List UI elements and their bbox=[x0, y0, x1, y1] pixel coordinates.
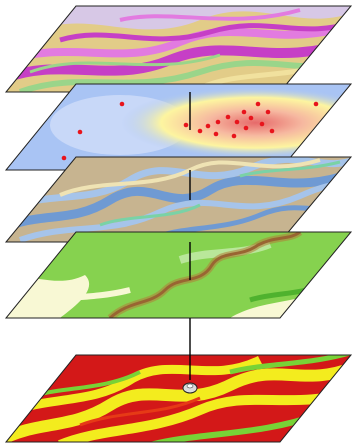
connector-pin-icon bbox=[182, 382, 198, 394]
event-marker bbox=[77, 129, 83, 135]
layer-connector bbox=[182, 92, 198, 394]
event-marker bbox=[243, 125, 249, 131]
event-marker bbox=[255, 101, 261, 107]
event-marker bbox=[248, 115, 254, 121]
event-marker bbox=[265, 109, 271, 115]
event-marker bbox=[61, 155, 67, 161]
event-marker bbox=[197, 128, 203, 134]
event-markers bbox=[61, 101, 319, 161]
event-marker bbox=[269, 128, 275, 134]
event-marker bbox=[259, 121, 265, 127]
event-marker bbox=[234, 119, 240, 125]
event-marker bbox=[231, 133, 237, 139]
event-marker bbox=[205, 123, 211, 129]
result-layer bbox=[4, 354, 353, 443]
event-marker bbox=[119, 101, 125, 107]
event-marker bbox=[183, 122, 189, 128]
event-marker bbox=[225, 114, 231, 120]
event-marker bbox=[313, 101, 319, 107]
event-marker bbox=[215, 119, 221, 125]
event-marker bbox=[241, 109, 247, 115]
event-marker bbox=[213, 131, 219, 137]
